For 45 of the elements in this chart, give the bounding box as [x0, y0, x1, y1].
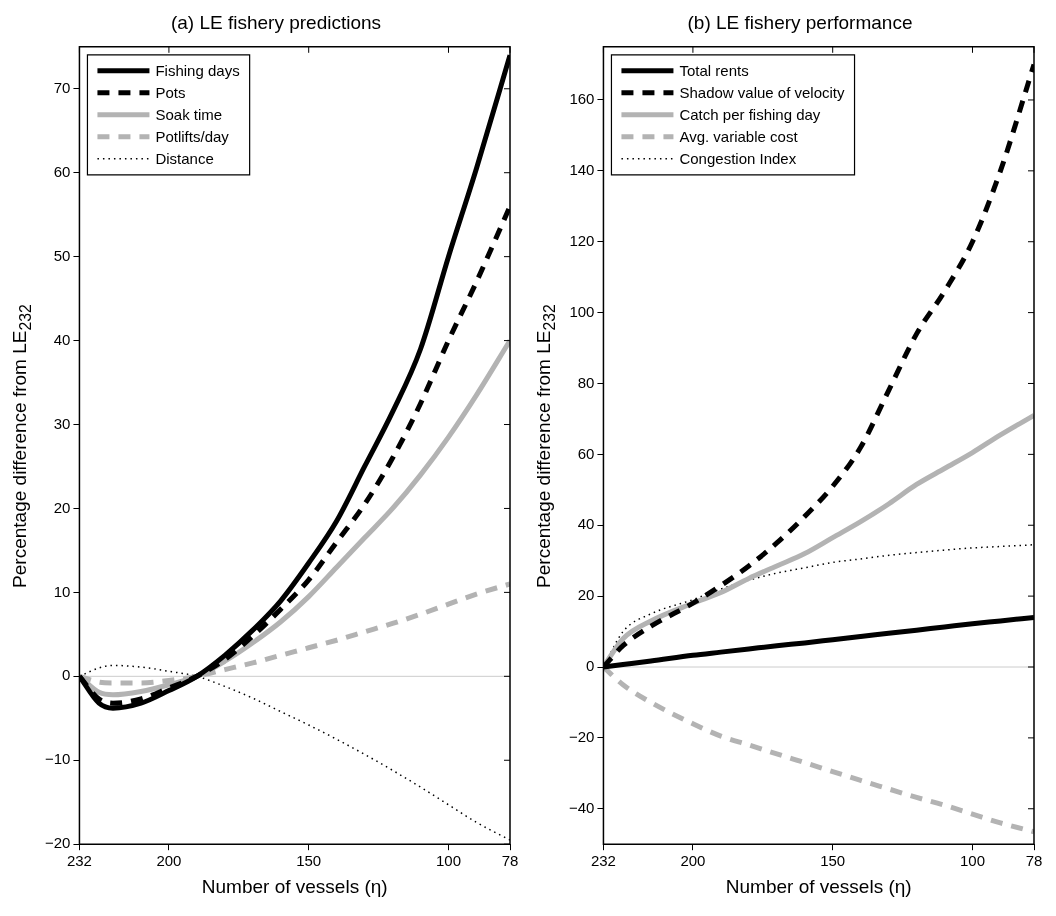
x-tick-label: 78: [501, 852, 519, 870]
y-tick-label: −20: [568, 728, 595, 746]
legend-label: Shadow value of velocity: [679, 83, 846, 101]
y-tick-label: 20: [53, 498, 71, 516]
x-axis-title: Number of vessels (η): [201, 875, 388, 897]
x-tick-label: 232: [66, 852, 92, 870]
legend-label: Catch per fishing day: [679, 105, 821, 123]
y-tick-label: 80: [577, 373, 595, 391]
x-tick-label: 150: [296, 852, 322, 870]
chart-title: (b) LE fishery performance: [687, 11, 913, 33]
y-tick-label: 70: [53, 78, 71, 96]
y-tick-label: 100: [569, 302, 595, 320]
y-tick-label: −10: [44, 750, 71, 768]
y-tick-label: 160: [569, 90, 595, 108]
x-tick-label: 200: [680, 852, 706, 870]
x-tick-label: 100: [435, 852, 462, 870]
y-tick-label: 0: [586, 657, 595, 675]
x-tick-label: 150: [820, 852, 846, 870]
x-axis-title: Number of vessels (η): [725, 875, 912, 897]
x-tick-label: 100: [959, 852, 986, 870]
y-tick-label: 30: [53, 414, 71, 432]
x-tick-label: 78: [1025, 852, 1043, 870]
y-tick-label: 60: [53, 162, 71, 180]
y-tick-label: 20: [577, 586, 595, 604]
y-tick-label: 50: [53, 246, 71, 264]
y-tick-label: 10: [53, 582, 71, 600]
y-tick-label: 120: [569, 231, 595, 249]
legend-label: Avg. variable cost: [679, 127, 799, 145]
y-tick-label: 40: [577, 515, 595, 533]
legend-label: Potlifts/day: [155, 127, 230, 145]
y-tick-label: 60: [577, 444, 595, 462]
legend-label: Fishing days: [155, 61, 240, 79]
chart-title: (a) LE fishery predictions: [170, 11, 382, 33]
y-tick-label: 40: [53, 330, 71, 348]
legend-label: Total rents: [679, 61, 749, 79]
legend-label: Soak time: [155, 105, 223, 123]
x-tick-label: 200: [156, 852, 182, 870]
y-tick-label: −40: [568, 798, 595, 816]
y-tick-label: 0: [62, 666, 71, 684]
x-tick-label: 232: [590, 852, 616, 870]
y-tick-label: 140: [569, 160, 595, 178]
legend-label: Distance: [155, 149, 214, 167]
y-tick-label: −20: [44, 834, 71, 852]
legend-label: Congestion Index: [679, 149, 797, 167]
legend-label: Pots: [155, 83, 186, 101]
